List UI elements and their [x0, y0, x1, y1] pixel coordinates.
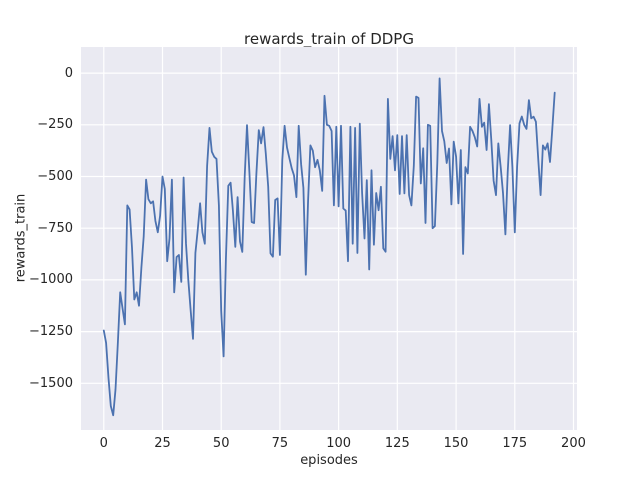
y-tick-label: −1500 — [29, 375, 73, 391]
x-tick-label: 100 — [326, 436, 352, 451]
x-axis-label: episodes — [300, 453, 358, 468]
plot-svg — [81, 47, 577, 430]
y-tick-label: −250 — [37, 117, 73, 133]
series-lines — [102, 77, 556, 417]
x-tick-label: 25 — [154, 436, 171, 451]
y-axis-label: rewards_train — [13, 193, 29, 283]
x-tick-label: 200 — [561, 436, 586, 451]
rewards_train-line — [102, 77, 556, 417]
x-tick-label: 150 — [443, 436, 469, 451]
x-tick-label: 125 — [384, 436, 410, 451]
x-tick-label: 175 — [502, 436, 528, 451]
x-tick-label: 0 — [99, 436, 108, 451]
y-tick-label: −750 — [37, 220, 73, 236]
plot-area — [81, 47, 577, 430]
grid-lines — [81, 47, 577, 430]
y-tick-label: −500 — [37, 168, 73, 184]
y-tick-label: −1250 — [29, 324, 73, 340]
y-tick-label: 0 — [64, 65, 73, 81]
x-tick-label: 50 — [212, 436, 230, 451]
x-tick-label: 75 — [271, 436, 289, 451]
chart-title: rewards_train of DDPG — [244, 30, 414, 48]
y-tick-label: −1000 — [29, 272, 73, 288]
